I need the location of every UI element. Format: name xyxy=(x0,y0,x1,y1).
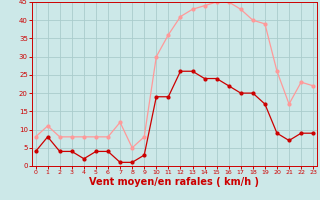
X-axis label: Vent moyen/en rafales ( km/h ): Vent moyen/en rafales ( km/h ) xyxy=(89,177,260,187)
